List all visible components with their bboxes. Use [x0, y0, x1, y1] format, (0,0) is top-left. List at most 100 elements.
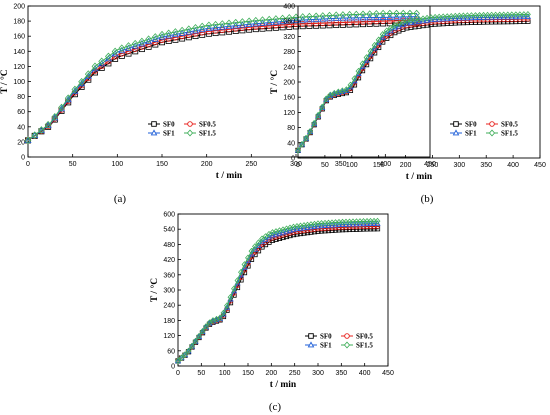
legend-label: SF0.5 [199, 121, 216, 129]
legend-label: SF0 [465, 121, 477, 129]
data-point [351, 75, 358, 82]
data-point [460, 12, 467, 20]
data-point [285, 17, 293, 24]
data-point [189, 342, 195, 350]
x-axis-label: t / min [216, 171, 243, 181]
x-tick-label: 0 [26, 161, 30, 168]
data-point [363, 54, 370, 61]
data-point [339, 221, 346, 227]
data-point [248, 247, 255, 255]
x-tick-label: 50 [197, 370, 205, 377]
data-point [212, 23, 220, 31]
data-point [225, 22, 233, 29]
data-point [346, 221, 353, 227]
data-point [125, 42, 132, 50]
data-point [234, 277, 241, 284]
series-line [297, 18, 530, 151]
x-tick-label: 400 [507, 162, 519, 169]
y-tick-label: 240 [283, 64, 295, 71]
data-point [379, 34, 386, 40]
data-point [24, 136, 32, 145]
series-line [297, 20, 530, 151]
y-axis-label: T / °C [0, 69, 10, 93]
data-point [185, 347, 192, 355]
data-point [366, 18, 373, 25]
data-point [386, 13, 394, 20]
y-tick-label: 360 [163, 272, 175, 279]
data-point [367, 220, 374, 227]
data-point [306, 12, 313, 21]
data-point [283, 228, 290, 234]
data-point [245, 20, 253, 27]
data-point [436, 13, 443, 21]
data-point [311, 223, 318, 229]
data-point [391, 24, 398, 31]
legend-marker [489, 121, 495, 127]
data-point [343, 86, 350, 93]
x-axis-label: t / min [270, 380, 297, 390]
data-point [299, 16, 307, 23]
legend: SF0 SF0.5 SF1 SF1.5 [450, 121, 518, 138]
x-tick-label: 50 [321, 162, 329, 169]
panel-label: (a) [114, 193, 127, 205]
y-tick-label: 160 [13, 34, 25, 41]
x-tick-label: 250 [245, 161, 257, 168]
data-point [379, 9, 387, 18]
data-point [238, 21, 246, 28]
y-tick-label: 120 [13, 64, 25, 71]
data-point [181, 351, 189, 358]
data-point [225, 19, 233, 28]
data-point [349, 220, 357, 227]
data-point [386, 17, 393, 24]
data-point [158, 30, 166, 39]
x-tick-label: 300 [312, 370, 324, 377]
y-axis-label: T / °C [149, 278, 160, 302]
data-point [360, 220, 367, 227]
data-point [259, 235, 265, 243]
data-point [165, 29, 173, 38]
data-point [24, 136, 32, 144]
data-point [374, 217, 381, 225]
data-point [339, 14, 347, 21]
data-point [303, 134, 310, 142]
data-point [252, 243, 258, 250]
data-point [372, 13, 380, 21]
data-point [185, 25, 193, 34]
data-point [313, 20, 320, 27]
data-point [448, 12, 455, 20]
data-point [356, 220, 364, 227]
data-point [492, 11, 499, 19]
data-point [231, 285, 237, 293]
data-point [299, 140, 305, 148]
legend-label: SF1.5 [356, 342, 373, 350]
x-tick-label: 350 [335, 161, 347, 168]
data-point [326, 19, 333, 26]
x-tick-label: 150 [373, 162, 385, 169]
legend-label: SF1 [465, 130, 477, 138]
data-point [516, 11, 523, 18]
data-point [118, 44, 126, 53]
data-point [300, 224, 308, 231]
data-point [191, 26, 200, 34]
data-point [321, 222, 329, 228]
data-point [265, 18, 273, 26]
data-point [464, 12, 471, 20]
data-point [299, 13, 307, 21]
x-tick-label: 450 [382, 370, 394, 377]
data-point [212, 20, 219, 29]
data-point [185, 28, 193, 35]
data-point [352, 13, 360, 21]
data-point [319, 103, 326, 111]
x-tick-label: 100 [111, 161, 123, 168]
legend-marker [187, 121, 193, 127]
data-point [138, 37, 146, 46]
data-point [265, 15, 273, 24]
data-point [307, 223, 315, 230]
data-point [98, 57, 106, 66]
data-point [279, 14, 286, 23]
legend-marker [344, 333, 350, 339]
y-tick-label: 280 [283, 49, 295, 56]
data-point [399, 9, 407, 18]
data-point [353, 220, 360, 227]
panel-b: 0 50 100 150 200 250 300 350 400 450 0 40 80 120 160 20… [269, 4, 546, 206]
